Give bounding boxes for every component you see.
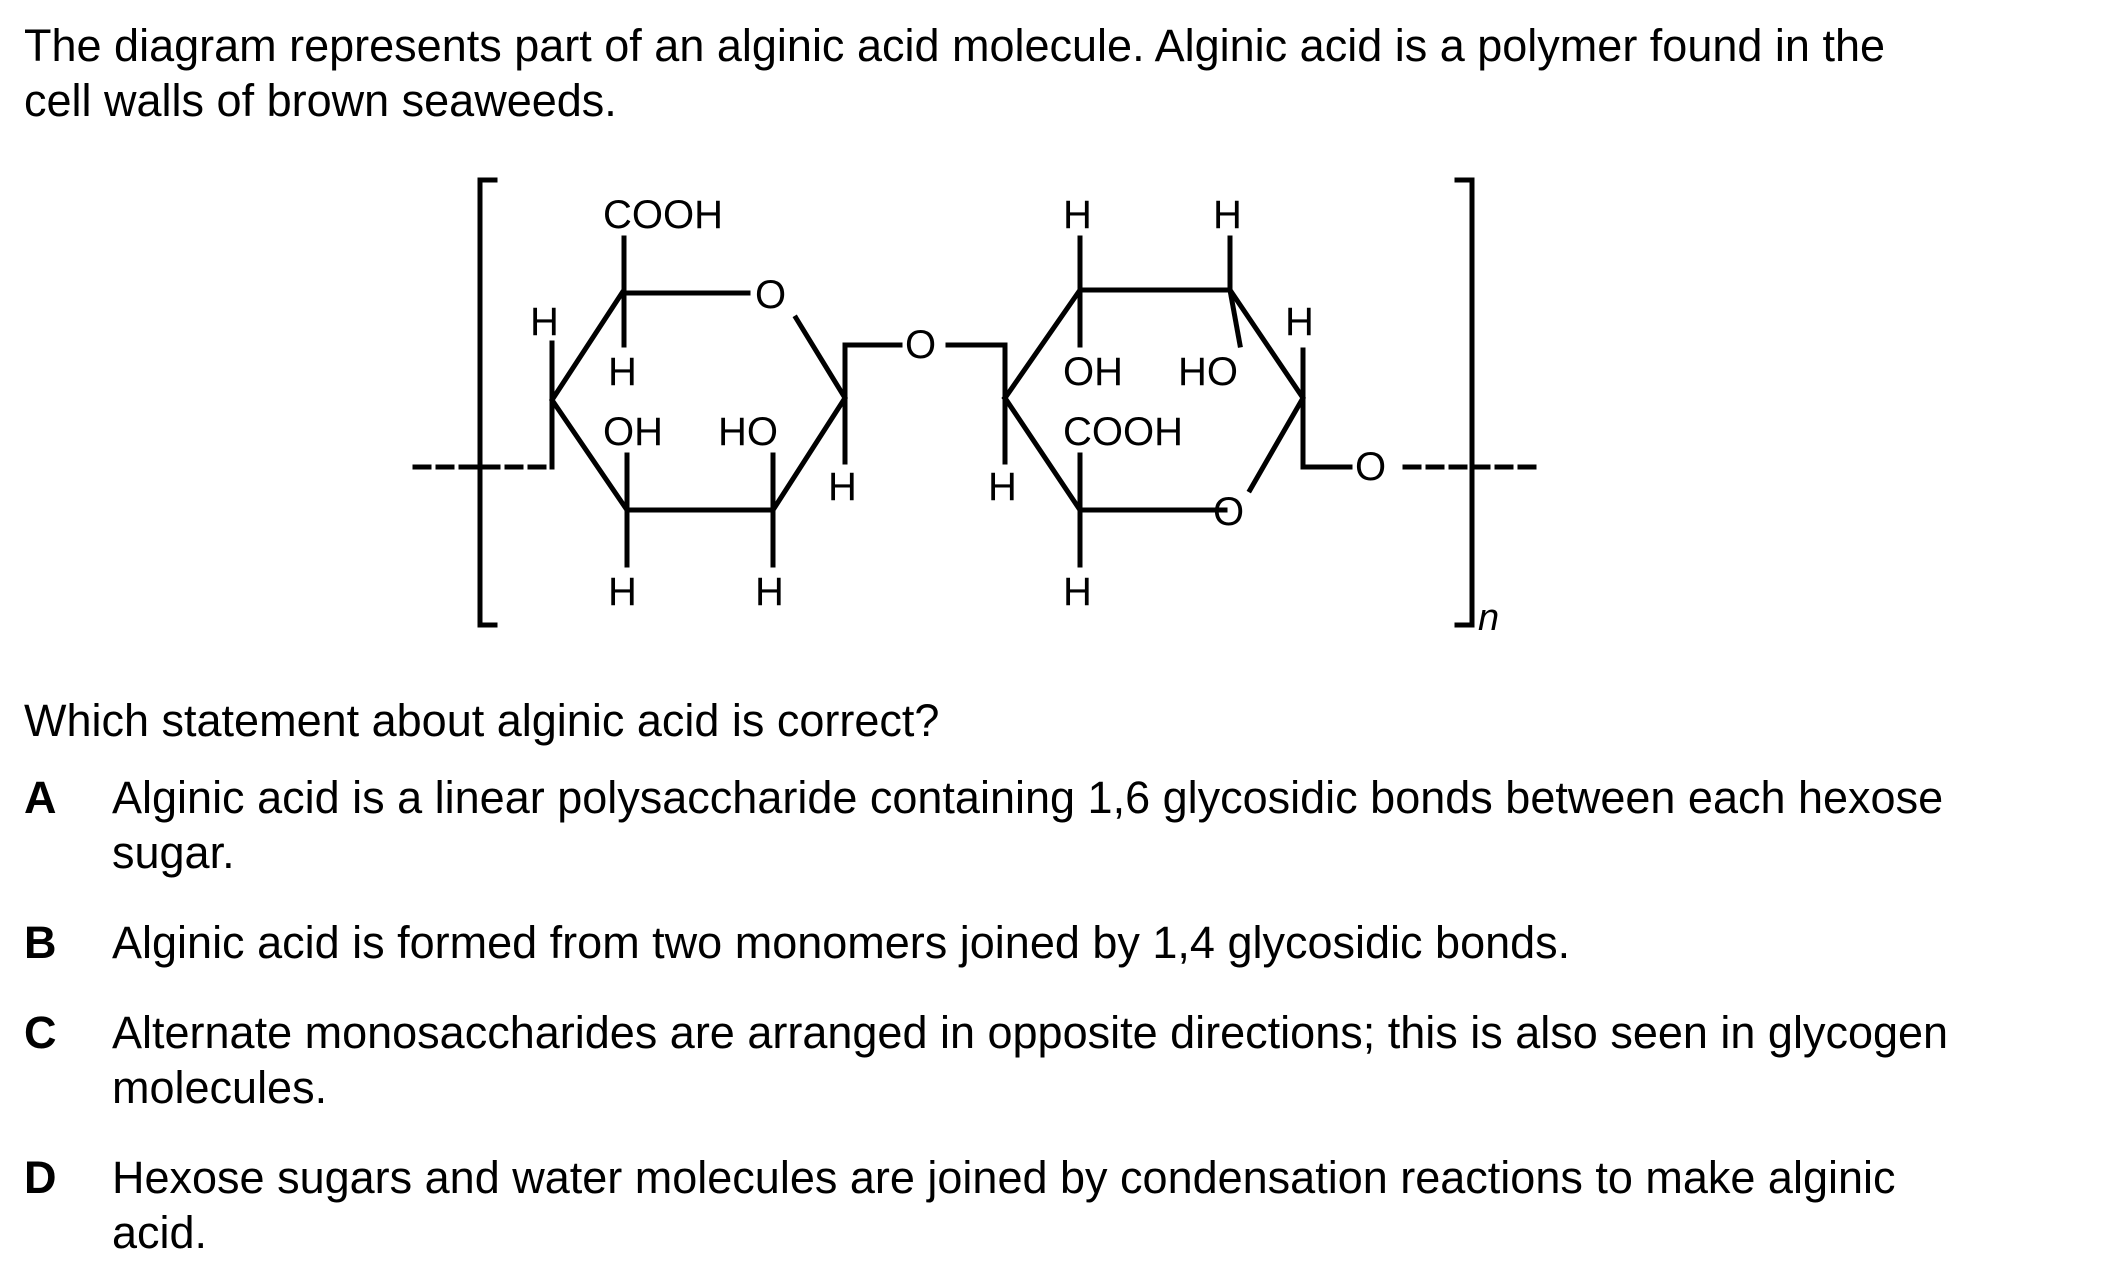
option-b-text: Alginic acid is formed from two monomers… [112, 915, 2022, 970]
option-c-line-1: Alternate monosaccharides are arranged i… [112, 1007, 1949, 1058]
intro-line-2: cell walls of brown seaweeds. [24, 75, 617, 126]
label-oh-right: OH [1063, 350, 1123, 394]
option-a-line-1: Alginic acid is a linear polysaccharide … [112, 772, 1944, 823]
left-bracket [477, 177, 498, 628]
label-o-ring-left: O [755, 273, 786, 317]
bond-right-c-ho [1227, 287, 1243, 348]
label-h-left-outer: H [530, 300, 559, 344]
option-a-text: Alginic acid is a linear polysaccharide … [112, 770, 2022, 880]
option-d-line-1: Hexose sugars and water molecules are jo… [112, 1152, 1896, 1203]
label-subscript-n: n [1478, 597, 1499, 639]
label-oh-left: OH [603, 410, 663, 454]
label-o-end: O [1355, 445, 1386, 489]
option-a-line-2: sugar. [112, 827, 235, 878]
left-ring-bonds [548, 289, 848, 513]
right-ring-bonds [1001, 287, 1306, 513]
label-o-ring-right: O [1213, 490, 1244, 534]
intro-paragraph: The diagram represents part of an algini… [24, 18, 2024, 128]
label-h-top-right-1: H [1063, 193, 1092, 237]
label-h-c2-left: H [608, 570, 637, 614]
label-ho-right: HO [1178, 350, 1238, 394]
question-text: Which statement about alginic acid is co… [24, 695, 940, 746]
alginic-acid-structure-diagram: COOH H O H OH HO H H O H H H H OH HO COO… [412, 177, 1543, 639]
label-h-c-right-left: H [988, 465, 1017, 509]
bond-right-o-end [1300, 395, 1353, 470]
option-b-line-1: Alginic acid is formed from two monomers… [112, 917, 1571, 968]
label-h-c5-left: H [608, 350, 637, 394]
label-h-bottom-right: H [1063, 570, 1092, 614]
label-h-right-outer: H [1285, 300, 1314, 344]
option-c-text: Alternate monosaccharides are arranged i… [112, 1005, 2022, 1115]
label-o-bridge: O [905, 323, 936, 367]
option-c-letter: C [24, 1007, 57, 1058]
intro-line-1: The diagram represents part of an algini… [24, 20, 1885, 71]
label-h-top-right-2: H [1213, 193, 1242, 237]
label-cooh-right: COOH [1063, 410, 1183, 454]
label-h-c4-left: H [828, 465, 857, 509]
label-ho-left: HO [718, 410, 778, 454]
label-cooh-left: COOH [603, 193, 723, 237]
glycosidic-bridge [842, 342, 1008, 401]
right-bracket [1454, 177, 1475, 628]
label-h-c3-left: H [755, 570, 784, 614]
option-d-line-2: acid. [112, 1207, 208, 1258]
option-a-letter: A [24, 772, 57, 823]
option-b-letter: B [24, 917, 57, 968]
option-c-line-2: molecules. [112, 1062, 328, 1113]
option-d-text: Hexose sugars and water molecules are jo… [112, 1150, 2022, 1260]
option-d-letter: D [24, 1152, 57, 1203]
